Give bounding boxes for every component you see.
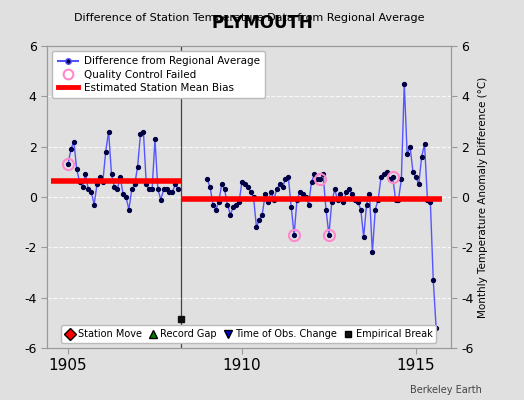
Legend: Station Move, Record Gap, Time of Obs. Change, Empirical Break: Station Move, Record Gap, Time of Obs. C… bbox=[61, 325, 436, 343]
Title: Difference of Station Temperature Data from Regional Average: Difference of Station Temperature Data f… bbox=[74, 13, 424, 23]
Y-axis label: Monthly Temperature Anomaly Difference (°C): Monthly Temperature Anomaly Difference (… bbox=[477, 76, 488, 318]
Text: PLYMOUTH: PLYMOUTH bbox=[211, 14, 313, 32]
Text: Berkeley Earth: Berkeley Earth bbox=[410, 385, 482, 395]
